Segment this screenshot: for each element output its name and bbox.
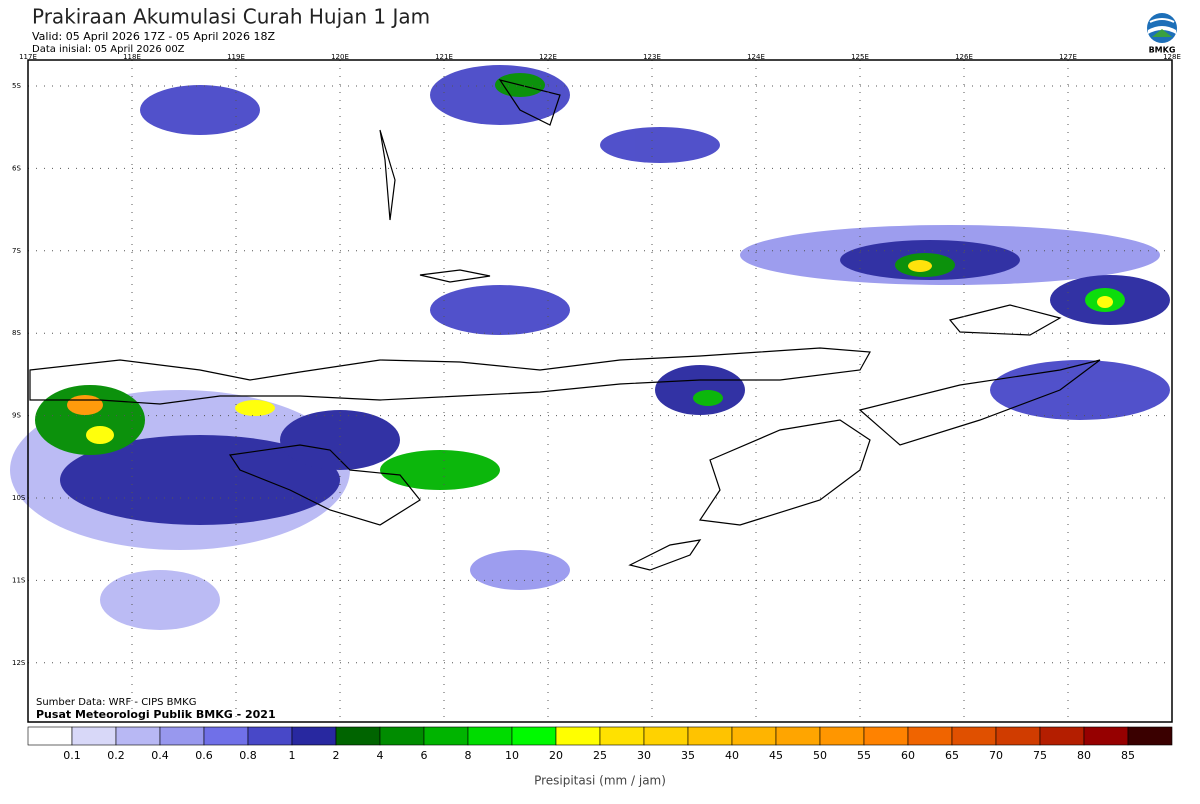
colorbar-swatch	[731, 726, 777, 746]
lat-label: 8S	[12, 329, 21, 337]
colorbar-swatch	[159, 726, 205, 746]
credit-text: Pusat Meteorologi Publik BMKG - 2021	[36, 708, 276, 721]
colorbar-swatch	[511, 726, 557, 746]
colorbar-label: 25	[593, 749, 607, 762]
lon-label: 122E	[539, 53, 557, 61]
colorbar-label: 2	[333, 749, 340, 762]
colorbar: 0.1 0.2 0.4 0.6 0.8 1 2 4 6 8 10 20 25 30 35 40 45 50 55 60…	[27, 726, 1173, 762]
colorbar-swatch	[599, 726, 645, 746]
lat-label: 12S	[12, 659, 26, 667]
colorbar-swatch	[203, 726, 249, 746]
lon-label: 125E	[851, 53, 869, 61]
colorbar-swatch	[335, 726, 381, 746]
colorbar-label: 75	[1033, 749, 1047, 762]
colorbar-swatch	[247, 726, 293, 746]
colorbar-label: 45	[769, 749, 783, 762]
colorbar-label: 0.2	[107, 749, 125, 762]
colorbar-label: 10	[505, 749, 519, 762]
colorbar-swatch	[115, 726, 161, 746]
lat-label: 11S	[12, 576, 26, 584]
logo-text: BMKG	[1149, 46, 1176, 55]
colorbar-swatch	[1039, 726, 1085, 746]
colorbar-swatch	[27, 726, 73, 746]
colorbar-title: Presipitasi (mm / jam)	[534, 774, 666, 788]
lon-label: 128E	[1163, 53, 1181, 61]
lat-label: 9S	[12, 412, 21, 420]
lon-label: 123E	[643, 53, 661, 61]
lat-label: 6S	[12, 164, 21, 172]
colorbar-label: 50	[813, 749, 827, 762]
colorbar-swatch	[1083, 726, 1129, 746]
title: Prakiraan Akumulasi Curah Hujan 1 Jam	[32, 5, 430, 29]
colorbar-label: 20	[549, 749, 563, 762]
coastlines	[29, 79, 1101, 571]
colorbar-label: 30	[637, 749, 651, 762]
colorbar-swatch	[775, 726, 821, 746]
colorbar-swatch	[291, 726, 337, 746]
colorbar-swatch	[1127, 726, 1173, 746]
colorbar-label: 8	[465, 749, 472, 762]
lat-label: 5S	[12, 82, 21, 90]
colorbar-swatch	[555, 726, 601, 746]
logo: BMKG	[1147, 13, 1177, 55]
colorbar-label: 65	[945, 749, 959, 762]
lat-label: 7S	[12, 247, 21, 255]
lon-label: 121E	[435, 53, 453, 61]
map-frame	[27, 59, 1173, 723]
colorbar-label: 0.4	[151, 749, 169, 762]
colorbar-label: 55	[857, 749, 871, 762]
lon-label: 118E	[123, 53, 141, 61]
lon-label: 117E	[19, 53, 37, 61]
colorbar-swatch	[819, 726, 865, 746]
colorbar-label: 1	[289, 749, 296, 762]
colorbar-swatch	[379, 726, 425, 746]
colorbar-swatch	[467, 726, 513, 746]
colorbar-label: 35	[681, 749, 695, 762]
lon-label: 120E	[331, 53, 349, 61]
source-text: Sumber Data: WRF - CIPS BMKG	[36, 697, 196, 708]
initial-time: Data inisial: 05 April 2026 00Z	[32, 44, 185, 55]
lon-label: 119E	[227, 53, 245, 61]
precip-field	[10, 65, 1170, 630]
colorbar-label: 70	[989, 749, 1003, 762]
colorbar-label: 85	[1121, 749, 1135, 762]
colorbar-swatch	[71, 726, 117, 746]
colorbar-label: 4	[377, 749, 384, 762]
lat-label: 10S	[12, 494, 26, 502]
colorbar-label: 0.1	[63, 749, 81, 762]
lon-label: 127E	[1059, 53, 1077, 61]
lon-label: 126E	[955, 53, 973, 61]
lon-label: 124E	[747, 53, 765, 61]
colorbar-swatch	[687, 726, 733, 746]
colorbar-swatch	[951, 726, 997, 746]
colorbar-swatch	[995, 726, 1041, 746]
colorbar-label: 0.6	[195, 749, 213, 762]
colorbar-label: 60	[901, 749, 915, 762]
colorbar-swatch	[423, 726, 469, 746]
colorbar-swatch	[907, 726, 953, 746]
colorbar-swatch	[643, 726, 689, 746]
colorbar-label: 0.8	[239, 749, 257, 762]
valid-time: Valid: 05 April 2026 17Z - 05 April 2026…	[32, 30, 275, 43]
colorbar-label: 40	[725, 749, 739, 762]
colorbar-label: 6	[421, 749, 428, 762]
graticule: 117E 118E 119E 120E 121E 122E 123E 124E 125E 126E…	[12, 53, 1181, 722]
colorbar-label: 80	[1077, 749, 1091, 762]
colorbar-swatch	[863, 726, 909, 746]
